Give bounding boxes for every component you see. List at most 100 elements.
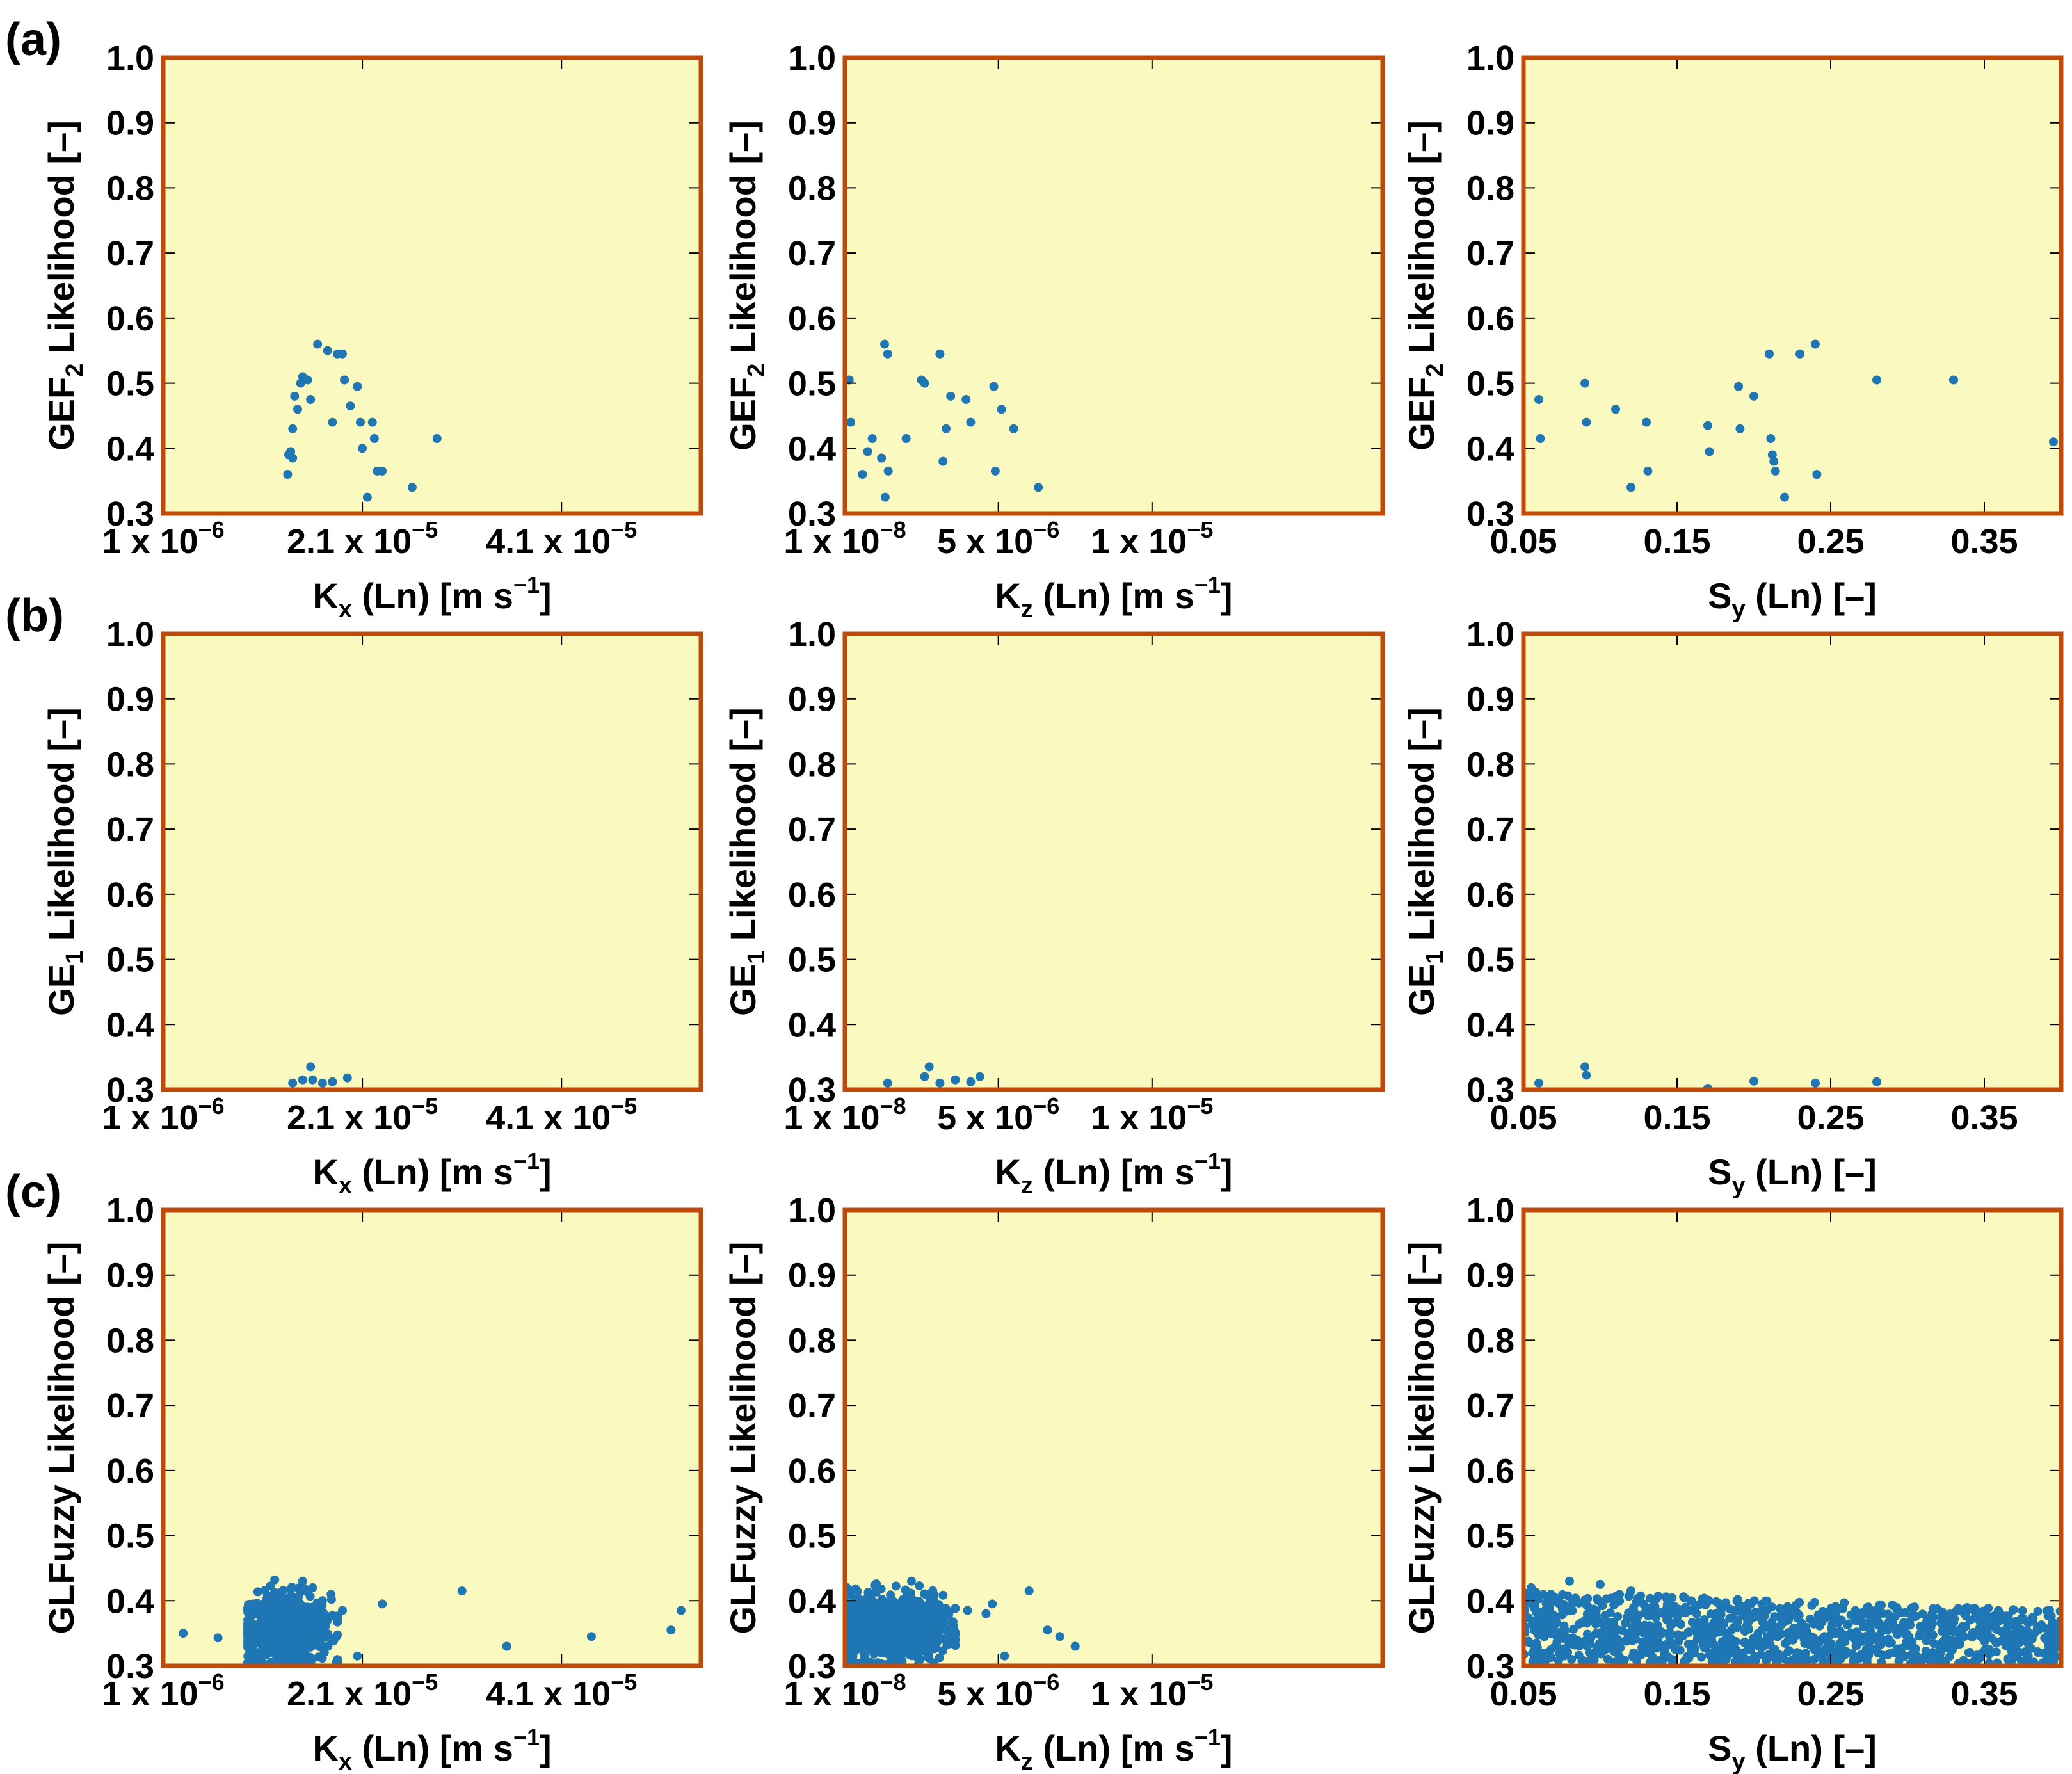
- data-point: [880, 492, 890, 502]
- band-point: [1563, 1647, 1573, 1657]
- band-point: [2044, 1643, 2054, 1653]
- band-point: [1998, 1615, 2008, 1624]
- plot-frame: [1521, 55, 2064, 516]
- cluster-point: [880, 1605, 890, 1615]
- data-point: [935, 1078, 945, 1088]
- y-tick-label: 0.8: [1466, 1321, 1514, 1360]
- data-point: [340, 375, 349, 385]
- y-tick-label: 0.9: [106, 681, 154, 719]
- x-tick-label: 4.1 x 10−5​: [486, 1669, 637, 1713]
- points-a-sy: [1534, 339, 2058, 502]
- band-point: [1783, 1627, 1793, 1637]
- points-c-sy: [1523, 1576, 2061, 1666]
- band-point: [1662, 1592, 1671, 1602]
- cluster-point: [259, 1613, 268, 1622]
- cluster-point: [888, 1644, 897, 1654]
- x-tick-label: 5 x 10−6​: [937, 1669, 1059, 1713]
- data-point: [1596, 1579, 1605, 1589]
- band-point: [1879, 1650, 1888, 1660]
- plot-frame: [1521, 631, 2064, 1092]
- y-tick-label: 0.8: [106, 1321, 154, 1360]
- y-tick-label: 0.8: [106, 745, 154, 784]
- y-tick-label: 0.5: [1466, 941, 1514, 980]
- band-point: [1646, 1647, 1656, 1656]
- data-point: [990, 466, 1000, 476]
- data-point: [942, 424, 951, 433]
- x-axis-label: Kx (Ln) [m s−1]: [312, 1148, 551, 1199]
- band-point: [1840, 1598, 1849, 1608]
- band-point: [1755, 1641, 1764, 1650]
- band-point: [1555, 1598, 1565, 1608]
- cluster-point: [253, 1587, 262, 1597]
- band-point: [1918, 1627, 1928, 1637]
- cluster-point: [302, 1609, 312, 1619]
- plot-area: [163, 58, 701, 513]
- band-point: [1793, 1613, 1803, 1623]
- data-point: [1582, 417, 1591, 427]
- panel-c-sy: 0.3 0.4 0.5 0.6 0.7 0.8 0.9 1.0 0.05 0.15 0.25 0.35…: [1401, 1191, 2064, 1774]
- band-point: [1977, 1613, 1986, 1623]
- y-tick-label: 1.0: [788, 615, 836, 654]
- plot-area: [1523, 58, 2061, 513]
- band-point: [1776, 1620, 1786, 1629]
- panels: 0.3 0.4 0.5 0.6 0.7 0.8 0.9 1.0 1 x 10−6​ 2.1 x 1…: [41, 39, 2064, 1774]
- band-point: [1783, 1636, 1792, 1646]
- cluster-point: [879, 1638, 889, 1648]
- cluster-point: [848, 1611, 858, 1620]
- band-point: [1546, 1653, 1556, 1662]
- band-point: [1609, 1647, 1618, 1656]
- plot-area: [1523, 634, 2061, 1090]
- band-point: [1757, 1599, 1767, 1609]
- cluster-point: [243, 1621, 253, 1631]
- cluster-point: [260, 1586, 269, 1595]
- cluster-point: [317, 1607, 326, 1617]
- band-point: [2018, 1606, 2027, 1615]
- cluster-point: [870, 1641, 879, 1650]
- band-point: [1758, 1606, 1767, 1616]
- band-point: [1586, 1639, 1595, 1649]
- band-point: [1762, 1656, 1771, 1665]
- band-point: [1602, 1594, 1611, 1604]
- band-point: [1629, 1609, 1639, 1618]
- band-point: [1771, 1645, 1780, 1654]
- data-point: [966, 1077, 976, 1086]
- band-point: [1744, 1640, 1753, 1650]
- x-axis-label: Kz (Ln) [m s−1]: [995, 572, 1232, 623]
- data-point: [1626, 1586, 1635, 1595]
- band-point: [1947, 1639, 1956, 1649]
- data-point: [997, 405, 1006, 414]
- band-point: [1524, 1636, 1533, 1646]
- band-point: [1583, 1593, 1593, 1603]
- band-point: [1784, 1615, 1793, 1625]
- data-point: [1780, 492, 1789, 502]
- data-point: [308, 1583, 317, 1592]
- band-point: [1878, 1609, 1888, 1618]
- band-point: [1632, 1617, 1641, 1627]
- band-point: [1719, 1619, 1729, 1629]
- data-point: [1643, 466, 1653, 476]
- cluster-point: [316, 1631, 326, 1641]
- cluster-point: [298, 1635, 308, 1645]
- data-point: [1043, 1625, 1052, 1635]
- y-axis-label: GE1 Likelihood [–]: [723, 707, 770, 1016]
- x-axis-label: Kz (Ln) [m s−1]: [995, 1148, 1232, 1199]
- data-point: [586, 1632, 596, 1641]
- cluster-point: [323, 1641, 333, 1651]
- data-point: [1811, 339, 1820, 349]
- band-point: [1663, 1639, 1673, 1649]
- band-point: [1574, 1598, 1584, 1608]
- panel-c-kx: 0.3 0.4 0.5 0.6 0.7 0.8 0.9 1.0 1 x 10−6​ 2.1 x 1…: [41, 1191, 703, 1774]
- data-point: [1565, 1576, 1574, 1586]
- y-tick-label: 0.3: [106, 495, 154, 533]
- y-tick-label: 0.8: [788, 169, 836, 207]
- band-point: [1648, 1602, 1658, 1611]
- x-tick-label: 4.1 x 10−5​: [486, 517, 637, 561]
- band-point: [1613, 1612, 1623, 1621]
- data-point: [1009, 424, 1018, 433]
- cluster-point: [886, 1590, 895, 1600]
- data-point: [313, 339, 323, 349]
- data-point: [951, 1075, 960, 1085]
- x-tick-label: 0.15: [1643, 1675, 1710, 1713]
- cluster-point: [869, 1597, 879, 1607]
- cluster-point: [911, 1618, 920, 1628]
